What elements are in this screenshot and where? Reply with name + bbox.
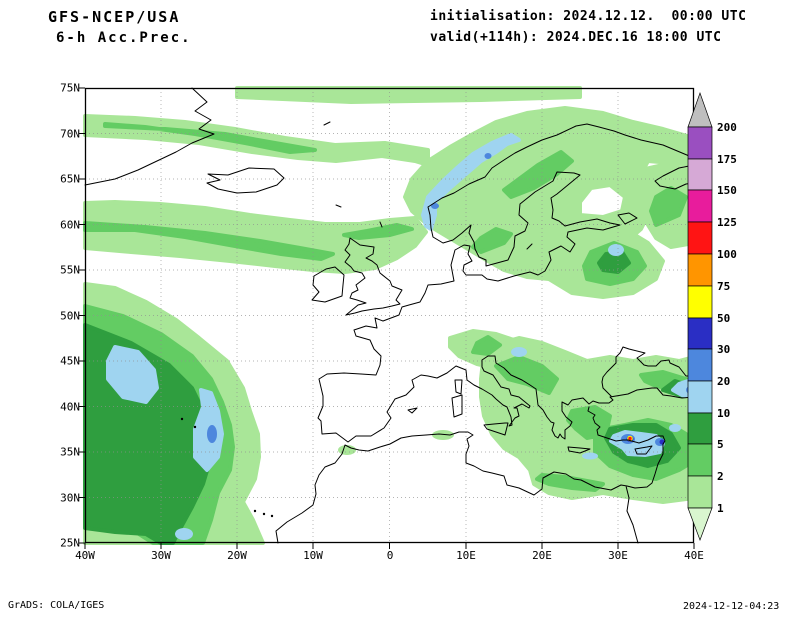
precip-blob [106, 133, 696, 472]
lat-tick-label: 25N [60, 536, 80, 550]
legend-swatch [687, 221, 713, 255]
island-dot [180, 417, 184, 421]
precip-spot [669, 424, 681, 432]
legend-swatch [687, 348, 713, 382]
legend-arrow-under-min [687, 507, 713, 541]
lat-tick-label: 30N [60, 491, 80, 505]
legend-swatch [687, 380, 713, 414]
island-dot [270, 514, 274, 518]
precip-level-10-20 [106, 133, 696, 540]
lat-tick-label: 35N [60, 445, 80, 459]
precip-spot [582, 452, 598, 460]
model-title: GFS-NCEP/USA [48, 8, 181, 26]
legend-label: 175 [717, 153, 737, 166]
island-dot [193, 425, 197, 429]
grads-credit: GrADS: COLA/IGES [8, 600, 105, 611]
legend-label: 2 [717, 470, 724, 483]
mainland-coastline [84, 87, 695, 544]
lat-tick-label: 45N [60, 354, 80, 368]
lat-tick-label: 50N [60, 309, 80, 323]
precip-level-100-125-spot [628, 436, 632, 441]
legend-label: 20 [717, 375, 730, 388]
legend-swatch [687, 412, 713, 445]
init-time: initialisation: 2024.12.12. 00:00 UTC [430, 9, 747, 24]
lon-tick-label: 40E [684, 549, 704, 562]
lon-tick-label: 20E [532, 549, 552, 562]
legend-label: 30 [717, 343, 730, 356]
precip-spot [431, 203, 439, 209]
lat-tick-label: 55N [60, 263, 80, 277]
lon-tick-label: 10W [303, 549, 323, 562]
precip-speck-algeria [432, 430, 454, 440]
lon-tick-label: 30E [608, 549, 628, 562]
gridlines [85, 88, 694, 543]
precip-spot [484, 153, 492, 159]
legend-label: 125 [717, 216, 737, 229]
islands-coastline [206, 167, 653, 455]
island-dot [253, 509, 257, 513]
small-islands [180, 417, 274, 518]
lon-tick-label: 0 [386, 549, 394, 562]
island-dot [262, 512, 266, 516]
precip-blob [83, 86, 696, 545]
legend-label: 50 [717, 312, 730, 325]
legend-arrow-over-max [687, 91, 713, 128]
legend-swatch [687, 253, 713, 287]
legend-label: 100 [717, 248, 737, 261]
legend-swatch [687, 158, 713, 191]
legend-swatch [687, 317, 713, 350]
lat-tick-label: 65N [60, 172, 80, 186]
lon-tick-label: 10E [456, 549, 476, 562]
legend-label: 75 [717, 280, 730, 293]
legend-label: 200 [717, 121, 737, 134]
axis-ticks [79, 87, 695, 549]
precip-spot [175, 528, 193, 540]
precip-spot [608, 244, 624, 256]
lon-tick-label: 40W [75, 549, 95, 562]
lat-tick-label: 60N [60, 218, 80, 232]
legend-label: 10 [717, 407, 730, 420]
product-title: 6-h Acc.Prec. [56, 30, 192, 46]
lat-tick-label: 75N [60, 81, 80, 95]
creation-timestamp: 2024-12-12-04:23 [683, 601, 780, 612]
colorbar-legend: 200 175 150 125 100 75 50 30 20 10 5 2 1 [687, 91, 737, 541]
precip-spot [207, 425, 217, 443]
lon-tick-label: 20W [227, 549, 247, 562]
lat-tick-label: 40N [60, 400, 80, 414]
legend-swatch [687, 285, 713, 319]
coastlines [84, 87, 695, 544]
legend-swatch [687, 189, 713, 223]
map-canvas [79, 86, 696, 549]
legend-label: 150 [717, 184, 737, 197]
legend-label: 5 [717, 438, 724, 451]
legend-swatch [687, 443, 713, 477]
precip-spot [511, 347, 527, 357]
valid-time: valid(+114h): 2024.DEC.16 18:00 UTC [430, 30, 722, 45]
legend-swatch [687, 475, 713, 509]
lat-tick-label: 70N [60, 127, 80, 141]
lon-tick-label: 30W [151, 549, 171, 562]
legend-label: 1 [717, 502, 724, 515]
legend-swatch [687, 126, 713, 160]
